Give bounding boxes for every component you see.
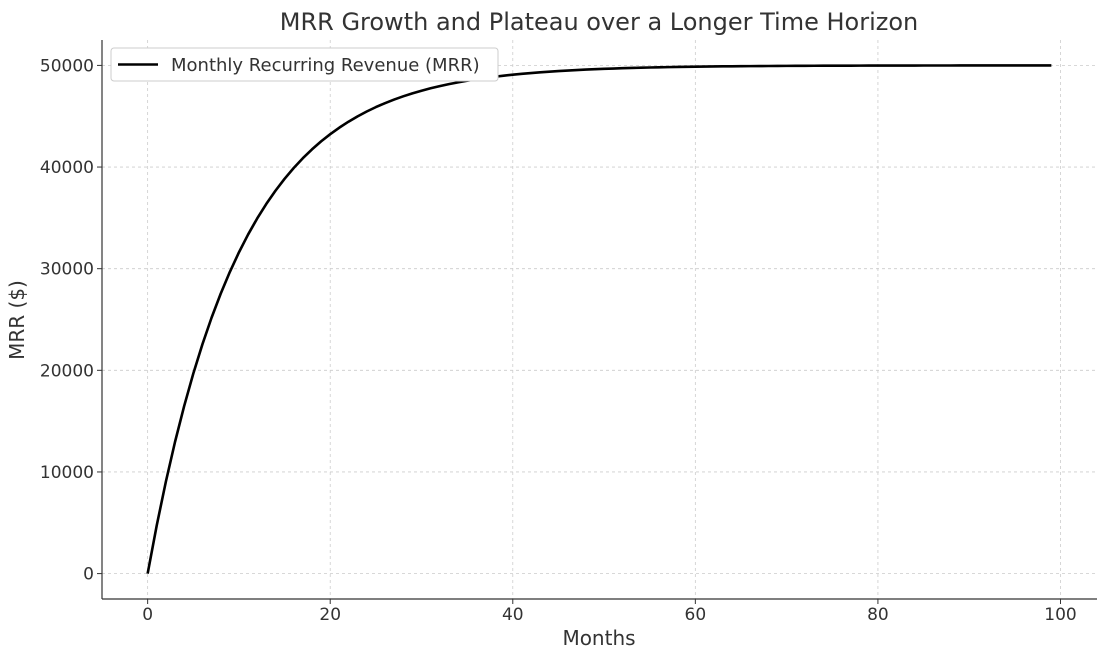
x-axis: 0 20 40 60 80 100 bbox=[142, 599, 1077, 625]
x-tick-label: 0 bbox=[142, 605, 153, 625]
y-tick-label: 10000 bbox=[40, 463, 94, 483]
y-tick-label: 30000 bbox=[40, 260, 94, 280]
y-tick-label: 0 bbox=[83, 565, 94, 585]
y-axis-label: MRR ($) bbox=[5, 280, 29, 360]
y-tick-label: 40000 bbox=[40, 158, 94, 178]
legend-label: Monthly Recurring Revenue (MRR) bbox=[171, 55, 480, 76]
legend-box bbox=[110, 47, 499, 82]
legend: Monthly Recurring Revenue (MRR) bbox=[110, 47, 499, 82]
y-tick-label: 50000 bbox=[40, 56, 94, 76]
x-tick-label: 100 bbox=[1044, 605, 1076, 625]
chart-title: MRR Growth and Plateau over a Longer Tim… bbox=[280, 8, 918, 36]
y-tick-label: 20000 bbox=[40, 361, 94, 381]
mrr-series-line bbox=[146, 64, 1052, 574]
x-tick-label: 40 bbox=[502, 605, 524, 625]
x-tick-label: 20 bbox=[319, 605, 341, 625]
plot-series bbox=[146, 64, 1052, 574]
x-axis-label: Months bbox=[562, 626, 635, 650]
grid-lines bbox=[102, 40, 1097, 599]
y-axis: 0 10000 20000 30000 40000 50000 bbox=[40, 56, 102, 585]
x-tick-label: 60 bbox=[685, 605, 707, 625]
x-tick-label: 80 bbox=[867, 605, 889, 625]
